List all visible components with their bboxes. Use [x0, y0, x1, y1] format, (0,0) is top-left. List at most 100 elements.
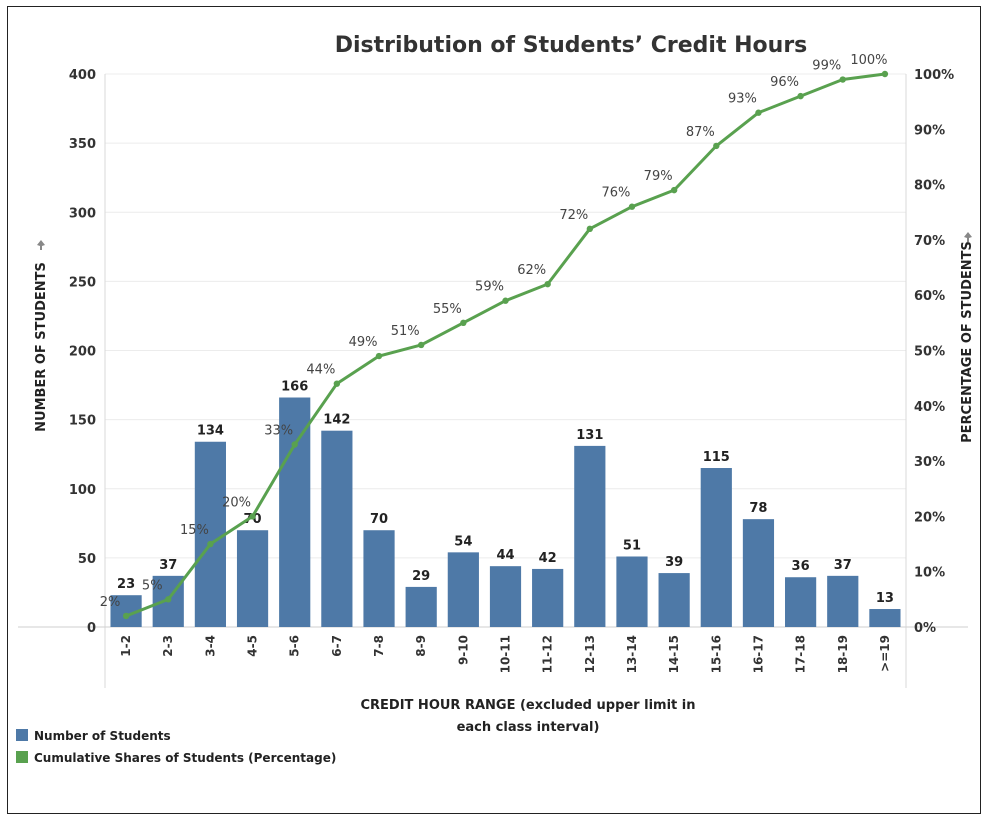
x-tick-label: 3-4 [203, 635, 217, 657]
percentage-label: 33% [264, 424, 293, 439]
y-tick-right: 50% [914, 345, 945, 360]
legend-label-bars: Number of Students [34, 729, 171, 743]
legend-label-line: Cumulative Shares of Students (Percentag… [34, 751, 336, 765]
y-tick-left: 100 [69, 483, 96, 498]
x-axis-categories: 1-2 2-3 3-4 4-5 5-6 6-7 7-8 8-9 9-10 10-11 11-12 12… [119, 635, 892, 673]
line-point [881, 70, 889, 78]
percentage-label: 99% [812, 59, 841, 74]
bar [194, 441, 226, 627]
bar [447, 552, 479, 627]
pin-icon-right [964, 232, 972, 242]
bar [532, 568, 564, 627]
line-point [375, 352, 383, 360]
y-tick-left: 150 [69, 414, 96, 429]
bar-value-label: 51 [623, 538, 641, 553]
bar-value-label: 166 [281, 380, 308, 395]
x-tick-label: 6-7 [330, 635, 344, 657]
y-tick-left: 400 [69, 68, 96, 83]
y-tick-right: 90% [914, 123, 945, 138]
bar-value-label: 70 [244, 512, 262, 527]
bar-value-label: 44 [496, 548, 514, 563]
line-point [291, 441, 298, 448]
line-point [670, 186, 678, 194]
bar-series [110, 397, 901, 627]
x-tick-label: 5-6 [288, 635, 302, 657]
bar [279, 397, 311, 627]
x-tick-label: 18-19 [836, 635, 850, 673]
y-tick-right: 40% [914, 400, 945, 415]
y-tick-right: 20% [914, 510, 945, 525]
chart-title: Distribution of Students’ Credit Hours [335, 33, 808, 58]
x-tick-label: 4-5 [246, 635, 260, 657]
percentage-label: 44% [306, 363, 335, 378]
bar-value-labels: 23 37 134 70 166 142 70 29 54 44 42 131 51 39 115 78 36 3… [117, 380, 894, 607]
bar-value-label: 131 [576, 428, 603, 443]
line-point [333, 380, 341, 387]
line-point [797, 92, 804, 100]
line-series [122, 70, 889, 620]
bar-value-label: 13 [876, 591, 894, 606]
y-tick-left: 250 [69, 275, 96, 290]
x-axis-title-line1: CREDIT HOUR RANGE (excluded upper limit … [360, 698, 695, 713]
line-point [122, 612, 130, 620]
y-tick-left: 300 [69, 206, 96, 221]
bar [405, 586, 437, 627]
line-point [207, 540, 214, 548]
bar-value-label: 70 [370, 512, 388, 527]
pin-icon-left [37, 240, 45, 250]
bar [827, 575, 859, 627]
bar [658, 573, 690, 627]
line-point [755, 109, 762, 116]
bar [742, 519, 775, 627]
percentage-label: 79% [644, 169, 673, 184]
bar-value-label: 134 [197, 424, 224, 439]
bar-value-label: 78 [749, 501, 767, 516]
y-tick-right: 30% [914, 455, 945, 470]
y-tick-right: 10% [914, 566, 945, 581]
y-axis-right: 0% 10% 20% 30% 40% 50% 60% 70% 80% 90% 100% [914, 68, 954, 636]
bar-value-label: 37 [159, 558, 177, 573]
x-tick-label: 12-13 [583, 635, 597, 673]
y-tick-left: 350 [69, 137, 96, 152]
x-tick-label: 15-16 [709, 635, 723, 673]
percentage-label: 87% [686, 125, 715, 140]
legend-swatch-bars [16, 729, 28, 741]
x-tick-label: >=19 [878, 635, 892, 672]
line-point [249, 513, 256, 520]
line-point [586, 225, 594, 233]
y-axis-left: 0 50 100 150 200 250 300 350 400 [69, 68, 96, 636]
line-point [839, 76, 846, 83]
bar [616, 556, 648, 627]
bar-value-label: 23 [117, 577, 135, 592]
x-tick-label: 7-8 [372, 635, 386, 657]
bar [489, 566, 522, 627]
line-point [165, 596, 172, 603]
y-tick-left: 200 [69, 345, 96, 360]
line-point [460, 319, 467, 327]
line-point [544, 280, 551, 288]
y-axis-left-title: NUMBER OF STUDENTS [34, 262, 49, 432]
bar-value-label: 36 [792, 559, 810, 574]
percentage-label: 51% [391, 324, 420, 339]
legend: Number of Students Cumulative Shares of … [16, 729, 336, 765]
bar-value-label: 54 [454, 534, 472, 549]
y-tick-right: 70% [914, 234, 945, 249]
x-tick-label: 11-12 [541, 635, 555, 673]
bar [363, 530, 395, 627]
y-tick-right: 0% [914, 621, 936, 636]
percentage-label: 55% [433, 302, 462, 317]
percentage-label: 96% [770, 75, 799, 90]
bar-value-label: 115 [703, 450, 730, 465]
line-point [713, 142, 720, 150]
line-point [502, 297, 509, 304]
bar [785, 577, 817, 627]
line-point [417, 341, 425, 349]
x-tick-label: 9-10 [456, 635, 470, 665]
bar-value-label: 39 [665, 555, 683, 570]
percentage-label: 2% [100, 595, 121, 610]
y-tick-right: 60% [914, 289, 945, 304]
y-tick-right: 80% [914, 179, 945, 194]
bar [236, 530, 269, 627]
x-tick-label: 13-14 [625, 635, 639, 673]
line-point [628, 203, 636, 210]
